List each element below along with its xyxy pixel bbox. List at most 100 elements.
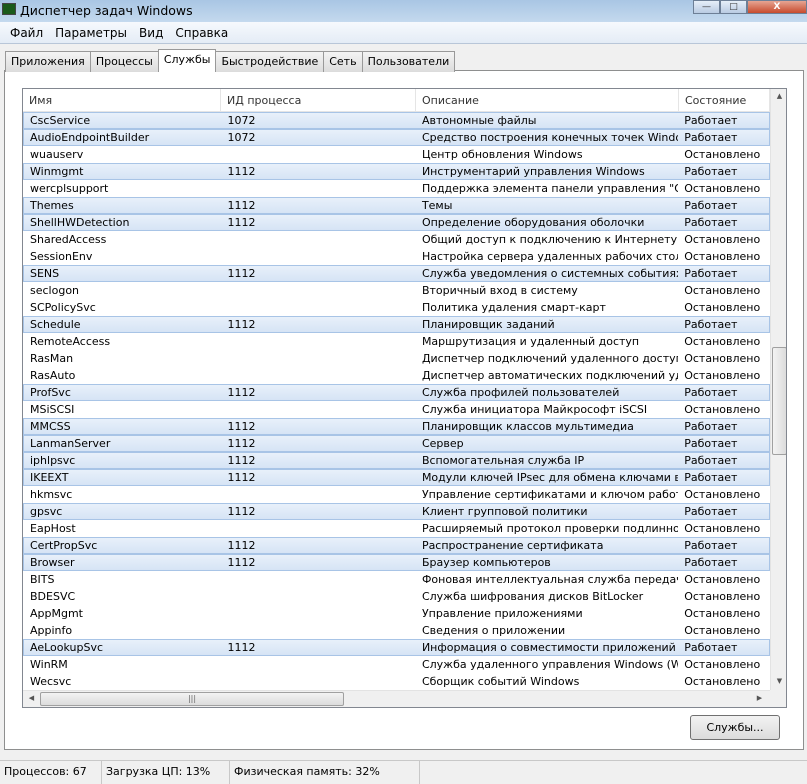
services-button[interactable]: Службы... <box>690 715 780 740</box>
table-row[interactable]: iphlpsvc 1112 Вспомогательная служба IP Раб… <box>23 452 770 469</box>
service-status: Работает <box>684 386 738 399</box>
table-row[interactable]: MSiSCSI Служба инициатора Майкрософт iSCS… <box>23 401 770 418</box>
tab-users[interactable]: Пользователи <box>361 51 456 72</box>
table-row[interactable]: hkmsvc Управление сертификатами и ключом … <box>23 486 770 503</box>
list-header: Имя ИД процесса Описание Состояние <box>23 89 770 112</box>
status-cpu: Загрузка ЦП: 13% <box>102 761 230 784</box>
service-description: Расширяемый протокол проверки подлинност… <box>421 522 679 535</box>
column-header-pid[interactable]: ИД процесса <box>221 89 416 112</box>
table-row[interactable]: CscService 1072 Автономные файлы Работает <box>23 112 770 129</box>
table-row[interactable]: wercplsupport Поддержка элемента панели у… <box>23 180 770 197</box>
service-status: Остановлено <box>684 301 761 314</box>
column-header-name[interactable]: Имя <box>23 89 221 112</box>
service-status: Остановлено <box>684 148 761 161</box>
service-description: Модули ключей IPsec для обмена ключами в… <box>421 471 679 484</box>
service-name: SCPolicySvc <box>30 301 96 314</box>
minimize-button[interactable]: — <box>693 0 720 14</box>
tab-applications[interactable]: Приложения <box>5 51 91 72</box>
service-description: Вторичный вход в систему <box>421 284 578 297</box>
service-description: Политика удаления смарт-карт <box>421 301 606 314</box>
horizontal-scrollbar[interactable]: ◀ ||| ▶ <box>23 690 770 707</box>
table-row[interactable]: RemoteAccess Маршрутизация и удаленный до… <box>23 333 770 350</box>
menu-help[interactable]: Справка <box>175 26 229 40</box>
service-name: AeLookupSvc <box>30 641 104 654</box>
table-row[interactable]: AppMgmt Управление приложениями Остановлен… <box>23 605 770 622</box>
process-id: 1112 <box>227 420 256 433</box>
table-row[interactable]: LanmanServer 1112 Сервер Работает <box>23 435 770 452</box>
table-row[interactable]: wuauserv Центр обновления Windows Остановл… <box>23 146 770 163</box>
menu-bar: Файл Параметры Вид Справка <box>0 22 807 44</box>
scroll-up-icon[interactable]: ▲ <box>776 92 783 100</box>
table-row[interactable]: IKEEXT 1112 Модули ключей IPsec для обмена… <box>23 469 770 486</box>
service-status: Работает <box>684 216 738 229</box>
tab-networking[interactable]: Сеть <box>323 51 363 72</box>
table-row[interactable]: Appinfo Сведения о приложении Остановлено <box>23 622 770 639</box>
process-id: 1112 <box>227 505 256 518</box>
menu-view[interactable]: Вид <box>139 26 164 40</box>
table-row[interactable]: CertPropSvc 1112 Распространение сертифика… <box>23 537 770 554</box>
scroll-left-icon[interactable]: ◀ <box>28 694 35 702</box>
services-list[interactable]: Имя ИД процесса Описание Состояние CscSe… <box>22 88 787 708</box>
table-row[interactable]: BITS Фоновая интеллектуальная служба пере… <box>23 571 770 588</box>
tab-services[interactable]: Службы <box>157 49 217 72</box>
process-id <box>221 249 415 264</box>
process-id <box>221 181 415 196</box>
table-row[interactable]: EapHost Расширяемый протокол проверки под… <box>23 520 770 537</box>
table-row[interactable]: ShellHWDetection 1112 Определение оборудов… <box>23 214 770 231</box>
table-row[interactable]: ProfSvc 1112 Служба профилей пользователей… <box>23 384 770 401</box>
tab-performance[interactable]: Быстродействие <box>215 51 325 72</box>
service-status: Работает <box>684 471 738 484</box>
table-row[interactable]: WinRM Служба удаленного управления Window… <box>23 656 770 673</box>
service-status: Остановлено <box>684 624 761 637</box>
table-row[interactable]: SCPolicySvc Политика удаления смарт-карт О… <box>23 299 770 316</box>
table-row[interactable]: Wecsvc Сборщик событий Windows Остановлено <box>23 673 770 690</box>
service-status: Работает <box>684 267 738 280</box>
close-button[interactable]: X <box>747 0 807 14</box>
table-row[interactable]: AudioEndpointBuilder 1072 Средство построе… <box>23 129 770 146</box>
horizontal-scroll-thumb[interactable]: ||| <box>40 692 344 706</box>
column-header-status[interactable]: Состояние <box>679 89 770 112</box>
service-status: Остановлено <box>684 182 761 195</box>
vertical-scroll-thumb[interactable] <box>772 347 786 455</box>
menu-options[interactable]: Параметры <box>55 26 128 40</box>
service-status: Остановлено <box>684 658 761 671</box>
service-status: Остановлено <box>684 522 761 535</box>
column-header-description[interactable]: Описание <box>416 89 679 112</box>
service-name: RemoteAccess <box>30 335 111 348</box>
table-row[interactable]: MMCSS 1112 Планировщик классов мультимедиа… <box>23 418 770 435</box>
service-description: Поддержка элемента панели управления "От… <box>421 182 679 195</box>
service-status: Остановлено <box>684 233 761 246</box>
service-name: SessionEnv <box>30 250 93 263</box>
table-row[interactable]: AeLookupSvc 1112 Информация о совместимост… <box>23 639 770 656</box>
status-memory: Физическая память: 32% <box>230 761 420 784</box>
table-row[interactable]: Themes 1112 Темы Работает <box>23 197 770 214</box>
process-id <box>221 487 415 502</box>
scroll-right-icon[interactable]: ▶ <box>756 694 763 702</box>
scroll-down-icon[interactable]: ▼ <box>776 677 783 685</box>
table-row[interactable]: SENS 1112 Служба уведомления о системных с… <box>23 265 770 282</box>
table-row[interactable]: BDESVC Служба шифрования дисков BitLocker… <box>23 588 770 605</box>
service-description: Фоновая интеллектуальная служба передачи… <box>421 573 679 586</box>
table-row[interactable]: RasAuto Диспетчер автоматических подключе… <box>23 367 770 384</box>
table-row[interactable]: RasMan Диспетчер подключений удаленного д… <box>23 350 770 367</box>
table-row[interactable]: Schedule 1112 Планировщик заданий Работает <box>23 316 770 333</box>
table-row[interactable]: gpsvc 1112 Клиент групповой политики Работа… <box>23 503 770 520</box>
service-name: ProfSvc <box>30 386 71 399</box>
table-row[interactable]: seclogon Вторичный вход в систему Остановл… <box>23 282 770 299</box>
table-row[interactable]: Browser 1112 Браузер компьютеров Работает <box>23 554 770 571</box>
service-name: gpsvc <box>30 505 63 518</box>
vertical-scrollbar[interactable]: ▲ ▼ <box>770 89 786 690</box>
service-description: Клиент групповой политики <box>421 505 588 518</box>
service-name: LanmanServer <box>30 437 111 450</box>
service-name: CscService <box>30 114 91 127</box>
tab-processes[interactable]: Процессы <box>89 51 159 72</box>
service-name: Appinfo <box>30 624 73 637</box>
process-id: 1112 <box>227 437 256 450</box>
table-row[interactable]: SharedAccess Общий доступ к подключению к… <box>23 231 770 248</box>
maximize-button[interactable]: □ <box>720 0 747 14</box>
service-description: Браузер компьютеров <box>421 556 551 569</box>
menu-file[interactable]: Файл <box>10 26 44 40</box>
table-row[interactable]: Winmgmt 1112 Инструментарий управления Win… <box>23 163 770 180</box>
status-bar: Процессов: 67 Загрузка ЦП: 13% Физическа… <box>0 760 807 784</box>
table-row[interactable]: SessionEnv Настройка сервера удаленных ра… <box>23 248 770 265</box>
